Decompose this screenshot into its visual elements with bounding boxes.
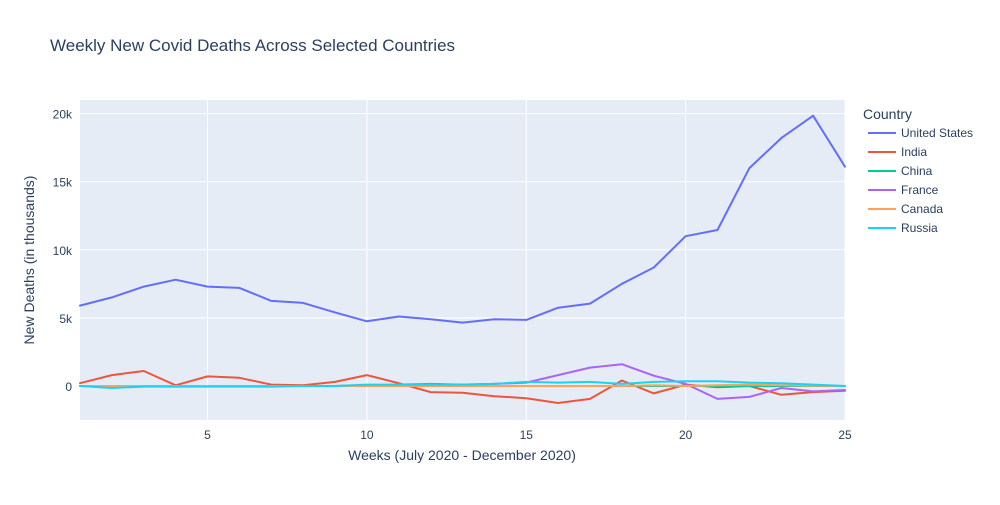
legend-label: India [901,145,927,159]
legend-item[interactable]: India [868,145,927,159]
legend-label: United States [901,126,973,140]
x-axis-ticks: 5 10 15 20 25 [204,428,852,442]
y-axis-label: New Deaths (in thousands) [21,176,37,345]
x-tick-label: 5 [204,428,211,442]
y-tick-label: 10k [53,244,73,258]
x-tick-label: 20 [679,428,693,442]
legend-title: Country [863,106,912,122]
legend-label: Russia [901,221,938,235]
legend-item[interactable]: United States [868,126,973,140]
y-tick-label: 20k [53,108,73,122]
legend-item[interactable]: China [868,164,933,178]
series-line-united-states [79,114,846,324]
series-lines [79,114,846,404]
legend-label: Canada [901,202,943,216]
x-tick-label: 10 [360,428,374,442]
legend-item[interactable]: Russia [868,221,938,235]
x-axis-label: Weeks (July 2020 - December 2020) [348,447,576,463]
x-tick-label: 25 [838,428,852,442]
y-tick-label: 5k [59,312,73,326]
legend-item[interactable]: France [868,183,939,197]
y-axis-ticks: 0 5k 10k 15k 20k [53,108,73,394]
series-line-india [79,370,846,404]
chart-title: Weekly New Covid Deaths Across Selected … [50,36,455,55]
legend-items: United States India China France Canada Russi… [868,126,973,235]
plot-area [80,100,845,420]
series-line-russia [79,380,846,389]
legend-label: China [901,164,933,178]
y-tick-label: 0 [65,380,72,394]
x-tick-label: 15 [520,428,534,442]
legend: Country United States India China France Can… [863,106,973,235]
legend-item[interactable]: Canada [868,202,943,216]
y-tick-label: 15k [53,176,73,190]
legend-label: France [901,183,939,197]
